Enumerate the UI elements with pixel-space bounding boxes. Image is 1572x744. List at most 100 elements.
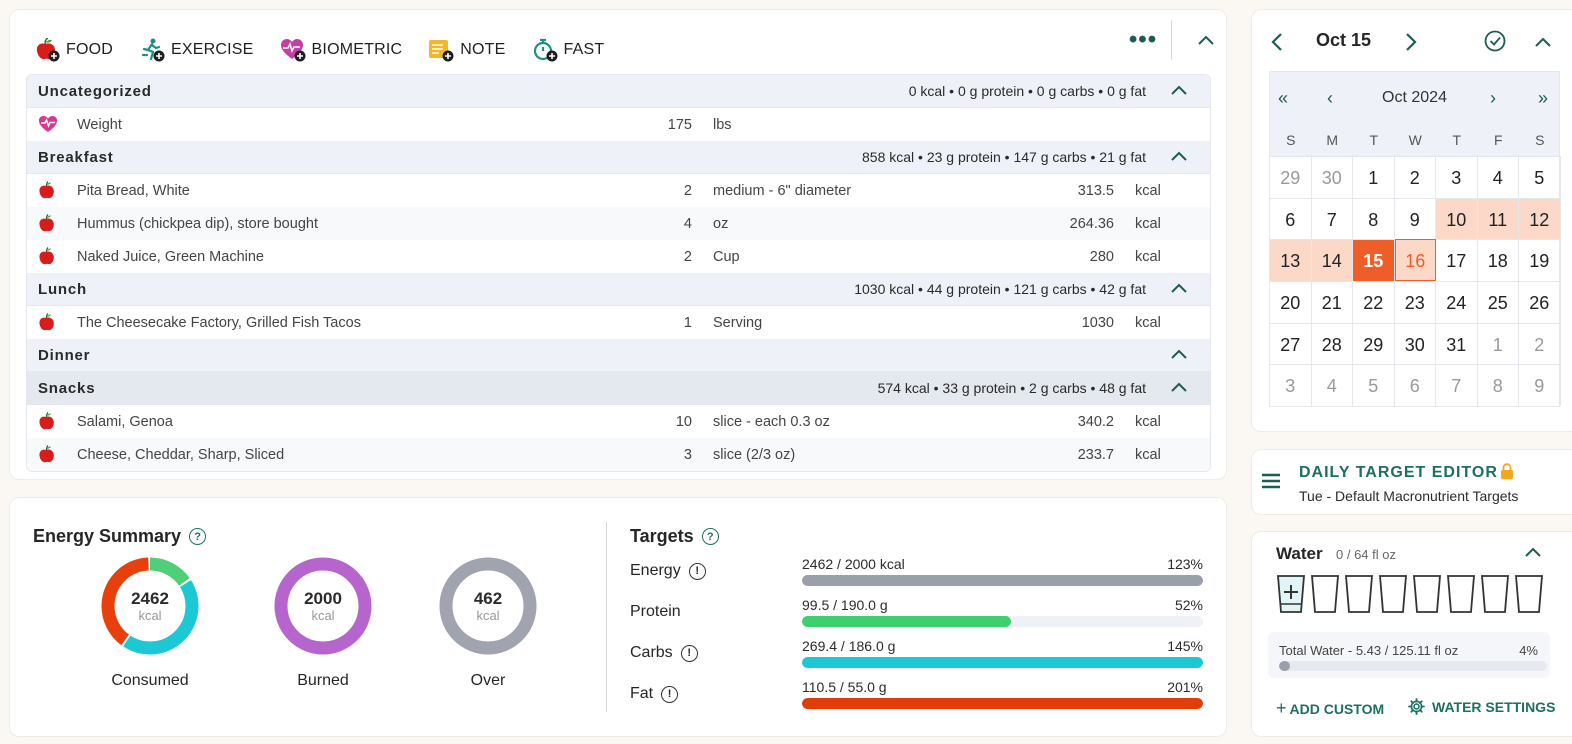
day-cell[interactable]: 26 <box>1519 281 1561 323</box>
chevron-up-icon[interactable] <box>1170 149 1188 167</box>
day-cell[interactable]: 13 <box>1270 239 1312 282</box>
chevron-up-icon <box>1198 35 1214 45</box>
chevron-up-icon[interactable] <box>1170 347 1188 365</box>
diary-entry-row[interactable]: Pita Bread, White 2 medium - 6" diameter 31… <box>27 174 1210 207</box>
chevron-up-icon[interactable] <box>1524 546 1542 558</box>
next-year-button[interactable]: » <box>1538 88 1549 108</box>
collapse-diary-button[interactable] <box>1186 20 1226 60</box>
help-icon[interactable]: ? <box>701 528 719 545</box>
add-exercise-button[interactable]: EXERCISE <box>139 38 254 62</box>
day-cell[interactable]: 12 <box>1519 197 1561 240</box>
day-cell[interactable]: 9 <box>1394 197 1436 240</box>
info-icon[interactable]: ! <box>661 685 679 703</box>
diary-entry-row[interactable]: Salami, Genoa 10 slice - each 0.3 oz 340.2 k… <box>27 405 1210 438</box>
water-cup-icon[interactable] <box>1446 574 1476 619</box>
day-cell[interactable]: 7 <box>1436 364 1478 407</box>
water-cup-icon[interactable] <box>1412 574 1442 619</box>
menu-icon[interactable] <box>1261 473 1281 489</box>
prev-day-button[interactable] <box>1270 32 1284 52</box>
day-cell[interactable]: 24 <box>1436 281 1478 323</box>
day-cell[interactable]: 18 <box>1477 239 1519 282</box>
day-cell[interactable]: 22 <box>1353 281 1395 323</box>
day-cell[interactable]: 30 <box>1394 322 1436 365</box>
day-cell[interactable]: 5 <box>1353 364 1395 407</box>
day-cell[interactable]: 2 <box>1394 156 1436 198</box>
chevron-up-icon[interactable] <box>1170 281 1188 299</box>
apple-icon <box>38 181 55 204</box>
water-cup-icon[interactable] <box>1480 574 1510 619</box>
add-biometric-button[interactable]: BIOMETRIC <box>280 38 403 62</box>
energy-summary-card: Energy Summary ? 2462 kcal Consumed 2000… <box>9 497 1227 737</box>
more-options-button[interactable]: ••• <box>1128 26 1158 53</box>
day-cell[interactable]: 10 <box>1436 197 1478 240</box>
chevron-up-icon[interactable] <box>1534 36 1552 48</box>
help-icon[interactable]: ? <box>189 528 207 545</box>
water-cup-icon[interactable] <box>1514 574 1544 619</box>
daily-target-editor-card[interactable]: DAILY TARGET EDITOR Tue - Default Macron… <box>1251 449 1572 515</box>
add-note-button[interactable]: NOTE <box>428 38 505 62</box>
day-cell[interactable]: 3 <box>1270 364 1312 407</box>
diary-entry-row[interactable]: Naked Juice, Green Machine 2 Cup 280 kcal <box>27 240 1210 273</box>
water-settings-button[interactable]: WATER SETTINGS <box>1408 698 1555 715</box>
add-fast-button[interactable]: FAST <box>532 38 605 62</box>
info-icon[interactable]: ! <box>688 562 706 580</box>
prev-year-button[interactable]: « <box>1278 88 1289 108</box>
next-month-button[interactable]: › <box>1490 88 1496 108</box>
diary-entry-row[interactable]: Hummus (chickpea dip), store bought 4 oz 26… <box>27 207 1210 240</box>
today-cell[interactable]: 16 <box>1394 239 1436 282</box>
diary-entry-row[interactable]: Weight 175 lbs <box>27 108 1210 141</box>
day-cell[interactable]: 29 <box>1270 156 1312 198</box>
next-day-button[interactable] <box>1404 32 1418 52</box>
water-cup-icon[interactable] <box>1344 574 1374 619</box>
day-cell[interactable]: 27 <box>1270 322 1312 365</box>
day-cell[interactable]: 6 <box>1270 197 1312 240</box>
over-unit: kcal <box>476 608 500 623</box>
day-cell[interactable]: 5 <box>1519 156 1561 198</box>
day-cell[interactable]: 31 <box>1436 322 1478 365</box>
day-cell[interactable]: 3 <box>1436 156 1478 198</box>
chevron-up-icon[interactable] <box>1170 83 1188 101</box>
day-cell[interactable]: 6 <box>1394 364 1436 407</box>
total-water-bar-fill <box>1279 661 1290 671</box>
add-food-button[interactable]: FOOD <box>34 38 113 62</box>
water-cup-icon[interactable] <box>1310 574 1340 619</box>
water-cup-icon[interactable] <box>1378 574 1408 619</box>
prev-month-button[interactable]: ‹ <box>1327 88 1333 108</box>
day-cell[interactable]: 1 <box>1477 322 1519 365</box>
diary-entry-row[interactable]: Cheese, Cheddar, Sharp, Sliced 3 slice (2/… <box>27 438 1210 471</box>
chevron-up-icon[interactable] <box>1170 380 1188 398</box>
consumed-donut-ring <box>101 557 199 655</box>
entry-name: Hummus (chickpea dip), store bought <box>77 215 318 232</box>
day-cell[interactable]: 21 <box>1311 281 1353 323</box>
day-cell[interactable]: 7 <box>1311 197 1353 240</box>
day-cell[interactable]: 29 <box>1353 322 1395 365</box>
day-cell[interactable]: 9 <box>1519 364 1561 407</box>
day-cell[interactable]: 30 <box>1311 156 1353 198</box>
day-cell[interactable]: 8 <box>1477 364 1519 407</box>
gear-icon <box>1408 698 1425 715</box>
day-cell[interactable]: 19 <box>1519 239 1561 282</box>
day-cell[interactable]: 2 <box>1519 322 1561 365</box>
day-cell[interactable]: 4 <box>1477 156 1519 198</box>
stopwatch-plus-icon <box>533 38 557 62</box>
note-plus-icon <box>429 40 454 62</box>
day-cell[interactable]: 1 <box>1353 156 1395 198</box>
target-percent: 145% <box>1167 638 1203 654</box>
day-cell[interactable]: 25 <box>1477 281 1519 323</box>
diary-entry-row[interactable]: The Cheesecake Factory, Grilled Fish Tac… <box>27 306 1210 339</box>
selected-day-cell[interactable]: 15 <box>1353 239 1395 282</box>
day-cell[interactable]: 17 <box>1436 239 1478 282</box>
check-circle-icon[interactable] <box>1484 30 1506 52</box>
day-cell[interactable]: 8 <box>1353 197 1395 240</box>
day-cell[interactable]: 14 <box>1311 239 1353 282</box>
day-cell[interactable]: 11 <box>1477 197 1519 240</box>
day-cell[interactable]: 4 <box>1311 364 1353 407</box>
entry-name: Naked Juice, Green Machine <box>77 248 264 265</box>
day-cell[interactable]: 20 <box>1270 281 1312 323</box>
add-water-cup[interactable] <box>1276 574 1306 619</box>
info-icon[interactable]: ! <box>680 644 698 662</box>
day-cell[interactable]: 23 <box>1394 281 1436 323</box>
day-cell[interactable]: 28 <box>1311 322 1353 365</box>
target-bar-track <box>802 616 1203 627</box>
add-custom-water-button[interactable]: + ADD CUSTOM <box>1276 698 1384 719</box>
